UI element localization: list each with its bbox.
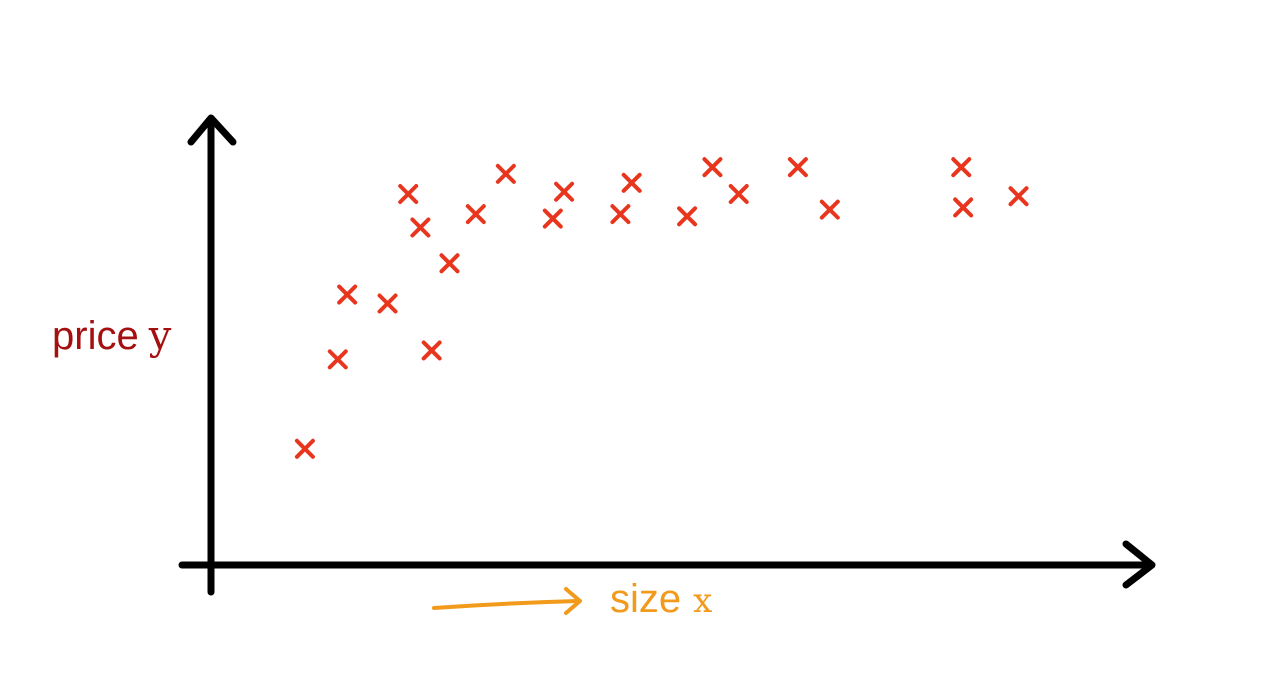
x-axis-label: size x bbox=[610, 577, 712, 621]
data-points bbox=[294, 157, 1029, 459]
data-point-x-marker bbox=[1008, 186, 1029, 207]
data-point-x-marker bbox=[377, 293, 398, 314]
y-axis-arrowhead bbox=[187, 114, 237, 146]
data-point-x-marker bbox=[819, 199, 840, 220]
data-point-x-marker bbox=[410, 217, 431, 238]
x-direction-arrow-icon bbox=[432, 587, 582, 615]
x-axis-label-var: x bbox=[693, 581, 712, 621]
data-point-x-marker bbox=[439, 253, 460, 274]
data-point-x-marker bbox=[465, 204, 486, 225]
axes bbox=[178, 114, 1156, 596]
data-point-x-marker bbox=[621, 172, 642, 193]
data-point-x-marker bbox=[953, 197, 974, 218]
data-point-x-marker bbox=[327, 349, 348, 370]
data-point-x-marker bbox=[337, 284, 358, 305]
data-point-x-marker bbox=[787, 157, 808, 178]
data-point-x-marker bbox=[294, 438, 315, 459]
data-point-x-marker bbox=[951, 157, 972, 178]
data-point-x-marker bbox=[554, 181, 575, 202]
data-point-x-marker bbox=[421, 340, 442, 361]
data-point-x-marker bbox=[495, 163, 516, 184]
y-axis-label-word: price bbox=[52, 314, 139, 358]
data-point-x-marker bbox=[542, 208, 563, 229]
data-point-x-marker bbox=[728, 183, 749, 204]
data-point-x-marker bbox=[398, 183, 419, 204]
y-axis-label: price y bbox=[52, 313, 172, 359]
x-axis-arrowhead bbox=[1122, 540, 1156, 589]
data-point-x-marker bbox=[610, 204, 631, 225]
data-point-x-marker bbox=[677, 206, 698, 227]
y-axis-label-var: y bbox=[148, 313, 172, 359]
x-axis-label-word: size bbox=[610, 577, 681, 621]
data-point-x-marker bbox=[702, 157, 723, 178]
